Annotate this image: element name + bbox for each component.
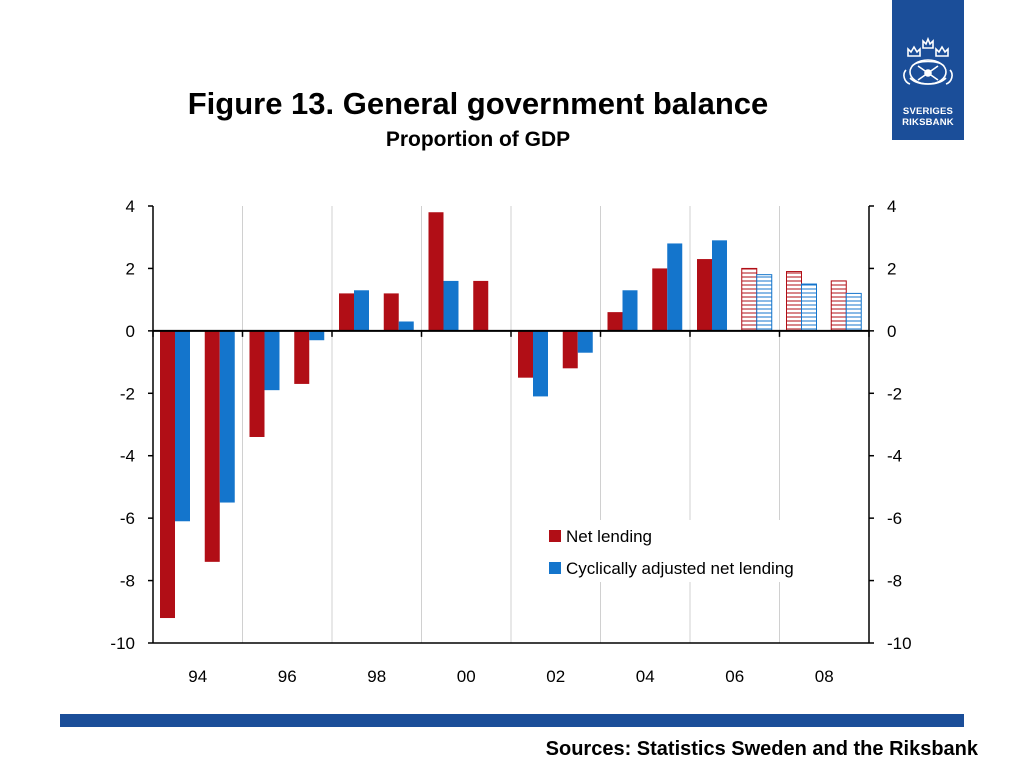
riksbank-logo: SVERIGES RIKSBANK xyxy=(892,0,964,140)
chart-subtitle: Proportion of GDP xyxy=(385,128,571,151)
bar-cyclically-adjusted-2004 xyxy=(622,290,638,331)
bar-net-lending-2003 xyxy=(562,330,578,369)
bar-cyclically-adjusted-2002 xyxy=(533,330,548,397)
y-tick-label-right: -8 xyxy=(887,572,902,591)
y-tick-label-left: -6 xyxy=(120,509,135,528)
chart-title: Figure 13. General government balance xyxy=(187,86,769,121)
bar-cyclically-adjusted-2009 xyxy=(845,292,862,332)
y-tick-label-left: -2 xyxy=(120,384,135,403)
logo-text-line2: RIKSBANK xyxy=(902,117,954,128)
x-tick-label: 04 xyxy=(636,667,655,686)
y-tick-label-left: -8 xyxy=(120,572,135,591)
x-tick-label: 98 xyxy=(367,667,386,686)
y-tick-label-left: 0 xyxy=(126,322,135,341)
crown-emblem-icon xyxy=(903,36,953,85)
bar-cyclically-adjusted-2000 xyxy=(443,280,459,331)
y-tick-label-left: -10 xyxy=(110,634,135,653)
legend-label: Cyclically adjusted net lending xyxy=(566,559,794,578)
bar-net-lending-1994 xyxy=(160,330,175,619)
bar-cyclically-adjusted-1995 xyxy=(219,330,235,503)
bar-cyclically-adjusted-1998 xyxy=(354,290,369,331)
bar-net-lending-2006 xyxy=(697,259,712,331)
y-tick-label-right: 2 xyxy=(887,259,896,278)
bar-net-lending-2009 xyxy=(830,280,847,332)
bar-net-lending-2005 xyxy=(652,268,668,331)
y-tick-label-right: 4 xyxy=(887,197,896,216)
bar-cyclically-adjusted-2008 xyxy=(801,283,817,332)
y-tick-label-left: 4 xyxy=(126,197,135,216)
bar-cyclically-adjusted-1999 xyxy=(398,321,414,331)
logo-text-line1: SVERIGES xyxy=(902,106,954,117)
x-tick-label: 08 xyxy=(815,667,834,686)
bar-cyclically-adjusted-1996 xyxy=(264,330,280,391)
y-tick-label-right: -6 xyxy=(887,509,902,528)
x-tick-label: 00 xyxy=(457,667,476,686)
bar-net-lending-1998 xyxy=(339,293,354,331)
bar-net-lending-2007 xyxy=(741,267,758,332)
bar-cyclically-adjusted-2006 xyxy=(712,240,727,331)
bar-net-lending-2008 xyxy=(786,271,802,332)
bar-net-lending-2001 xyxy=(473,280,489,331)
bar-cyclically-adjusted-2005 xyxy=(667,243,683,331)
source-note: Sources: Statistics Sweden and the Riksb… xyxy=(545,738,978,760)
bar-cyclically-adjusted-2003 xyxy=(577,330,593,353)
bar-net-lending-1997 xyxy=(294,330,310,384)
bar-net-lending-2000 xyxy=(428,212,444,331)
y-tick-label-right: 0 xyxy=(887,322,896,341)
y-tick-label-left: -4 xyxy=(120,447,135,466)
y-tick-label-left: 2 xyxy=(126,259,135,278)
bar-net-lending-2004 xyxy=(607,312,623,331)
x-tick-label: 94 xyxy=(188,667,207,686)
x-tick-label: 02 xyxy=(546,667,565,686)
bar-net-lending-1995 xyxy=(204,330,220,562)
bar-net-lending-1996 xyxy=(249,330,265,437)
bar-net-lending-1999 xyxy=(383,293,399,331)
footer-bar xyxy=(60,714,964,727)
x-tick-label: 06 xyxy=(725,667,744,686)
bar-cyclically-adjusted-2007 xyxy=(756,274,773,332)
x-tick-label: 96 xyxy=(278,667,297,686)
legend-label: Net lending xyxy=(566,527,652,546)
legend-background xyxy=(522,520,832,582)
bar-cyclically-adjusted-1994 xyxy=(175,330,190,522)
bar-net-lending-2002 xyxy=(518,330,533,378)
legend-swatch xyxy=(549,530,561,542)
bar-cyclically-adjusted-1997 xyxy=(309,330,325,341)
y-tick-label-right: -10 xyxy=(887,634,912,653)
y-tick-label-right: -4 xyxy=(887,447,902,466)
legend-swatch xyxy=(549,562,561,574)
y-tick-label-right: -2 xyxy=(887,384,902,403)
legend: Net lending Cyclically adjusted net lendi… xyxy=(522,520,832,582)
bars-group xyxy=(160,212,862,619)
